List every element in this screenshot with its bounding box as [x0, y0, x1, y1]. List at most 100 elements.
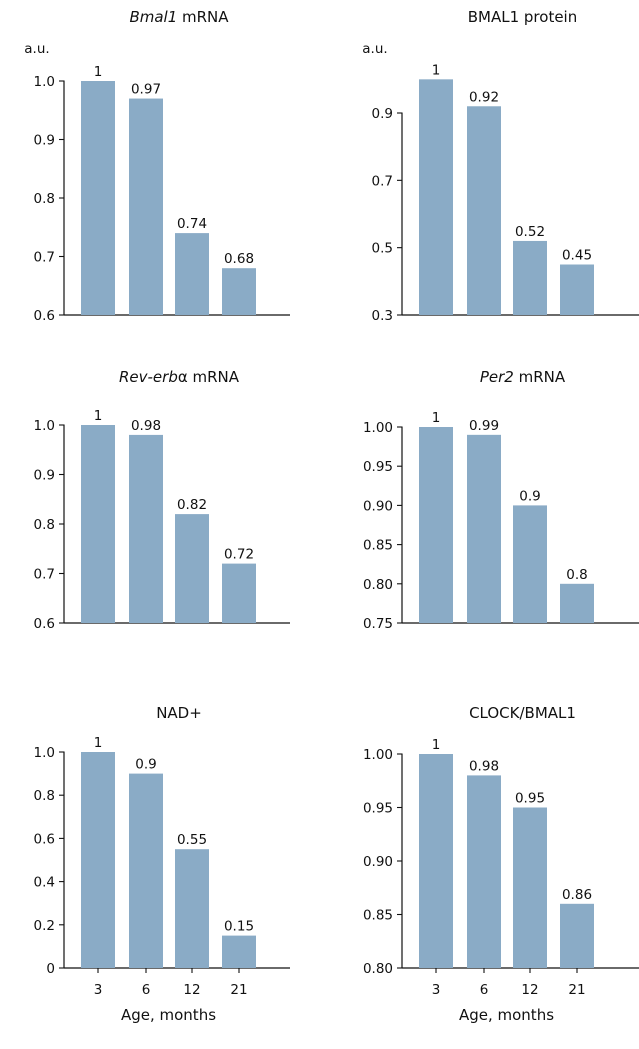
panel-6-data-label-21: 0.86	[562, 887, 592, 903]
panel-6-data-label-6: 0.98	[469, 758, 499, 774]
panel-6-title: CLOCK/BMAL1	[469, 704, 576, 722]
panel-5-data-label-6: 0.9	[135, 757, 156, 773]
panel-5-xtick-label-6: 6	[142, 982, 151, 998]
panel-5-bar-3	[81, 752, 115, 968]
panel-1-data-label-12: 0.74	[177, 216, 207, 232]
panel-3-data-label-3: 1	[94, 408, 103, 424]
panel-6-title-part-1: CLOCK/BMAL1	[469, 704, 576, 722]
panel-1-data-label-21: 0.68	[224, 251, 254, 267]
panel-4-title-part-1: Per2	[480, 368, 514, 386]
panel-3-title-part-2: α mRNA	[178, 368, 240, 386]
panel-1-title-part-2: mRNA	[177, 8, 229, 26]
panel-2-data-label-3: 1	[432, 62, 441, 78]
panel-4-bar-21	[560, 583, 594, 623]
panel-3-title-part-1: Rev-erb	[119, 368, 178, 386]
panel-2-data-label-12: 0.52	[515, 224, 545, 240]
panel-3-data-label-21: 0.72	[224, 547, 254, 563]
panel-3-ytick-label-4: 0.9	[34, 468, 55, 484]
panel-6-ytick-label-4: 0.95	[363, 801, 393, 817]
panel-2-ytick-label-1: 0.3	[372, 308, 393, 324]
panel-2-bar-12	[513, 240, 547, 315]
panel-5-title-part-1: NAD+	[156, 704, 202, 722]
panel-4-ytick-label-4: 0.90	[363, 498, 393, 514]
panel-6-bar-6	[467, 775, 501, 968]
panel-2-ytick-label-2: 0.5	[372, 241, 393, 257]
panel-1-unit-label: a.u.	[24, 41, 49, 57]
panel-3-data-label-12: 0.82	[177, 497, 207, 513]
panel-1-ytick-label-1: 0.6	[34, 308, 55, 324]
panel-2-data-label-6: 0.92	[469, 89, 499, 105]
panel-2-bar-6	[467, 106, 501, 316]
panel-3-bar-12	[175, 514, 209, 623]
panel-1-title: Bmal1 mRNA	[129, 8, 229, 26]
panel-5-bar-6	[129, 773, 163, 968]
panel-5-x-axis-label: Age, months	[121, 1006, 216, 1024]
panel-4-data-label-12: 0.9	[519, 488, 540, 504]
panel-4-bar-12	[513, 505, 547, 623]
panel-5-title: NAD+	[156, 704, 202, 722]
panel-6-data-label-12: 0.95	[515, 791, 545, 807]
panel-5-ytick-label-4: 0.6	[34, 831, 55, 847]
panel-6-ytick-label-1: 0.80	[363, 961, 393, 977]
panel-6-bar-21	[560, 903, 594, 968]
panel-4-ytick-label-6: 1.00	[363, 420, 393, 436]
panel-5-ytick-label-6: 1.0	[34, 745, 55, 761]
panel-1-bar-21	[222, 268, 256, 315]
panel-4-title: Per2 mRNA	[480, 368, 566, 386]
panel-3-bar-6	[129, 434, 163, 623]
panel-2-unit-label: a.u.	[362, 41, 387, 57]
panel-6-xtick-label-6: 6	[480, 982, 489, 998]
panel-2-title: BMAL1 protein	[468, 8, 577, 26]
panel-4-bar-3	[419, 427, 453, 623]
panel-4-ytick-label-5: 0.95	[363, 459, 393, 475]
panel-1-bar-12	[175, 233, 209, 315]
panel-6-bar-12	[513, 807, 547, 968]
panel-2-title-part-1: BMAL1 protein	[468, 8, 577, 26]
panel-4-data-label-21: 0.8	[566, 567, 587, 583]
panel-1-bar-3	[81, 81, 115, 315]
panel-5-ytick-label-3: 0.4	[34, 875, 55, 891]
panel-6-xtick-label-12: 12	[521, 982, 538, 998]
panel-4-data-label-3: 1	[432, 410, 441, 426]
panel-3-ytick-label-3: 0.8	[34, 517, 55, 533]
panel-4-ytick-label-1: 0.75	[363, 616, 393, 632]
panel-6-data-label-3: 1	[432, 737, 441, 753]
panel-5-data-label-21: 0.15	[224, 919, 254, 935]
panel-3-bar-21	[222, 563, 256, 623]
panel-5-data-label-3: 1	[94, 735, 103, 751]
panel-5-bar-12	[175, 849, 209, 968]
panel-4-title-part-2: mRNA	[514, 368, 566, 386]
panel-1-ytick-label-2: 0.7	[34, 250, 55, 266]
panel-5-ytick-label-5: 0.8	[34, 788, 55, 804]
panel-2-ytick-label-3: 0.7	[372, 173, 393, 189]
panel-4-data-label-6: 0.99	[469, 418, 499, 434]
panel-6-xtick-label-3: 3	[432, 982, 441, 998]
panel-3-ytick-label-5: 1.0	[34, 418, 55, 434]
panel-5-data-label-12: 0.55	[177, 832, 207, 848]
panel-3-bar-3	[81, 425, 115, 623]
panel-5-bar-21	[222, 935, 256, 968]
panel-4-bar-6	[467, 434, 501, 623]
panel-2-data-label-21: 0.45	[562, 248, 592, 264]
panel-5-ytick-label-1: 0	[46, 961, 55, 977]
panel-2-ytick-label-4: 0.9	[372, 106, 393, 122]
panel-4-ytick-label-2: 0.80	[363, 577, 393, 593]
panel-1-ytick-label-5: 1.0	[34, 74, 55, 90]
panel-5-xtick-label-21: 21	[230, 982, 247, 998]
panel-1-title-part-1: Bmal1	[129, 8, 177, 26]
panel-3-title: Rev-erbα mRNA	[119, 368, 240, 386]
panel-6-ytick-label-5: 1.00	[363, 747, 393, 763]
panel-5-xtick-label-12: 12	[183, 982, 200, 998]
panel-3-ytick-label-2: 0.7	[34, 567, 55, 583]
panel-1-bar-6	[129, 98, 163, 315]
panel-6-x-axis-label: Age, months	[459, 1006, 554, 1024]
panel-1-ytick-label-3: 0.8	[34, 191, 55, 207]
panel-6-ytick-label-2: 0.85	[363, 908, 393, 924]
panel-3-ytick-label-1: 0.6	[34, 616, 55, 632]
panel-1-ytick-label-4: 0.9	[34, 133, 55, 149]
panel-5-ytick-label-2: 0.2	[34, 918, 55, 934]
panel-2-bar-21	[560, 264, 594, 315]
panel-4-ytick-label-3: 0.85	[363, 538, 393, 554]
